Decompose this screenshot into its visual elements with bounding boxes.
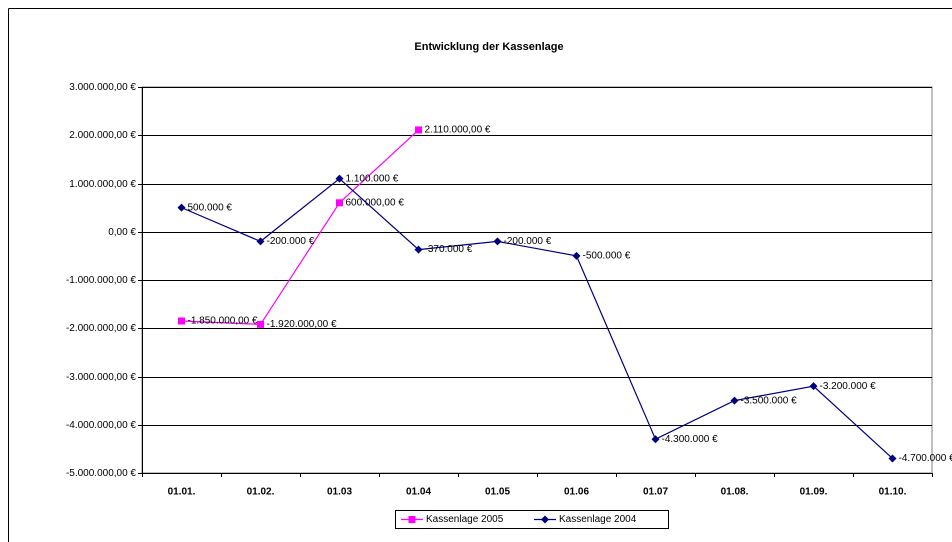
data-label: 1.100.000 € xyxy=(346,173,399,184)
point xyxy=(730,396,739,405)
data-label: -1.850.000,00 € xyxy=(188,316,258,327)
point xyxy=(177,203,186,212)
data-label: -370.000 € xyxy=(425,244,473,255)
x-tick-label: 01.07 xyxy=(643,487,668,498)
y-tick-label: -1.000.000,00 € xyxy=(66,275,136,286)
y-tick-label: -4.000.000,00 € xyxy=(66,420,136,431)
y-tick-label: -5.000.000,00 € xyxy=(66,468,136,479)
point xyxy=(809,382,818,391)
data-label: -200.000 € xyxy=(267,236,315,247)
point xyxy=(336,199,343,207)
y-tick-label: -3.000.000,00 € xyxy=(66,372,136,383)
y-tick-label: 2.000.000,00 € xyxy=(69,130,136,141)
data-label: 500.000 € xyxy=(188,202,233,213)
point xyxy=(572,251,581,260)
x-tick-label: 01.04 xyxy=(406,487,431,498)
legend-box xyxy=(395,510,669,529)
point xyxy=(493,237,502,246)
point xyxy=(256,237,265,246)
data-label: -3.200.000 € xyxy=(820,381,877,392)
data-label: -4.700.000 € xyxy=(899,453,952,464)
point xyxy=(257,320,264,328)
data-label: 2.110.000,00 € xyxy=(425,125,491,136)
y-tick-label: 3.000.000,00 € xyxy=(69,82,136,93)
series-line xyxy=(181,177,893,459)
x-tick-label: 01.01. xyxy=(168,487,196,498)
data-label: -200.000 € xyxy=(504,236,552,247)
point xyxy=(415,126,422,134)
legend-label: Kassenlage 2004 xyxy=(559,514,637,525)
data-label: 600.000,00 € xyxy=(346,197,405,208)
point xyxy=(178,317,185,325)
legend-marker xyxy=(408,516,416,523)
point xyxy=(414,245,423,254)
x-tick-label: 01.08. xyxy=(721,487,749,498)
legend-marker xyxy=(541,515,549,524)
data-label: -3.500.000 € xyxy=(741,395,798,406)
chart-title: Entwicklung der Kassenlage xyxy=(414,41,563,53)
x-tick-label: 01.06 xyxy=(564,487,589,498)
series-line xyxy=(181,129,419,326)
data-label: -500.000 € xyxy=(583,251,631,262)
y-tick-label: 1.000.000,00 € xyxy=(69,179,136,190)
y-tick-label: 0,00 € xyxy=(108,227,136,238)
x-tick-label: 01.03 xyxy=(327,487,352,498)
x-tick-label: 01.02. xyxy=(247,487,275,498)
y-tick-label: -2.000.000,00 € xyxy=(66,323,136,334)
legend-label: Kassenlage 2005 xyxy=(426,514,504,525)
x-tick-label: 01.09. xyxy=(800,487,828,498)
data-label: -4.300.000 € xyxy=(662,434,719,445)
x-tick-label: 01.05 xyxy=(485,487,510,498)
point xyxy=(888,454,897,463)
point xyxy=(335,174,344,183)
data-label: -1.920.000,00 € xyxy=(267,319,337,330)
x-tick-label: 01.10. xyxy=(879,487,907,498)
point xyxy=(651,435,660,444)
